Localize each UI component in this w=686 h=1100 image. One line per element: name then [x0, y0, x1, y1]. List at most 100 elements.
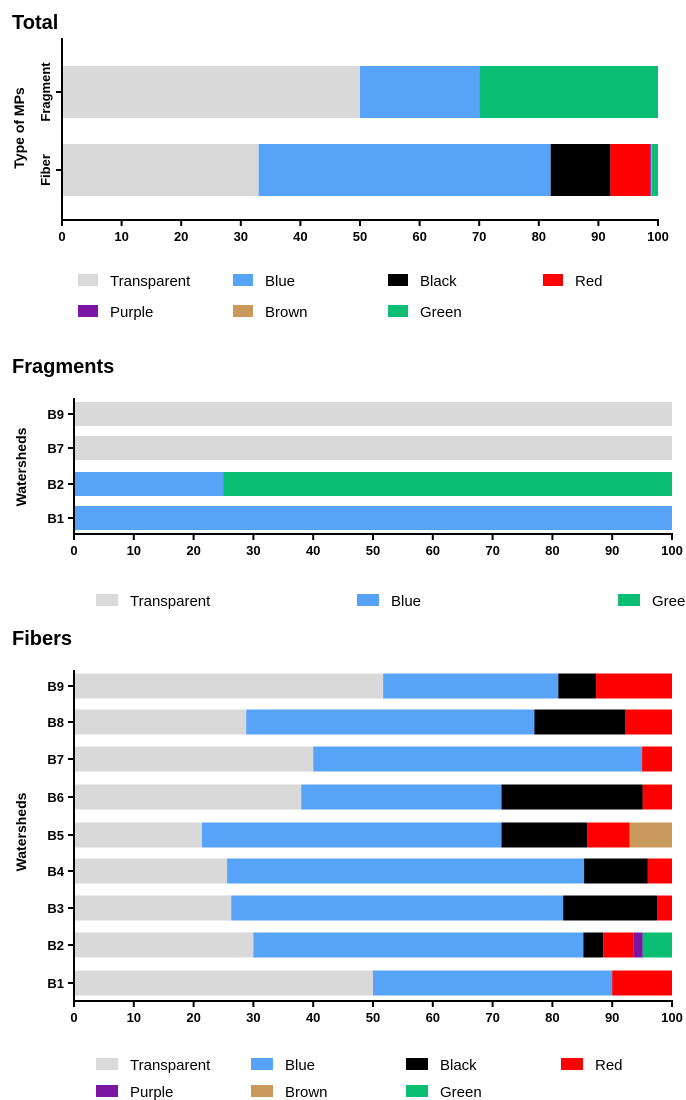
legend-swatch [96, 1058, 118, 1070]
x-tick-label: 30 [234, 229, 248, 244]
category-label-b1: B1 [47, 976, 64, 991]
legend-swatch [543, 274, 563, 286]
legend-label: Transparent [130, 1057, 211, 1074]
bar-b8-red [625, 709, 672, 735]
legend-item-purple: Purple [78, 304, 153, 321]
x-tick-label: 60 [426, 1010, 440, 1025]
legend-swatch [233, 305, 253, 317]
bar-b5-brown [629, 822, 672, 848]
bar-b1-red [612, 970, 672, 996]
legend-label: Purple [110, 304, 153, 321]
bar-b2-blue [253, 932, 584, 958]
x-tick-label: 0 [70, 1010, 77, 1025]
legend-swatch [357, 594, 379, 606]
bar-b2-black [583, 932, 604, 958]
bar-fragment-blue [360, 66, 480, 118]
bar-b4-black [584, 858, 648, 884]
bar-fragment-transparent [62, 66, 360, 118]
bar-b5-transparent [74, 822, 202, 848]
category-label-fiber: Fiber [38, 154, 53, 186]
bar-b6-black [501, 784, 643, 810]
category-label-b6: B6 [47, 790, 64, 805]
bar-fiber-purple [649, 144, 651, 196]
y-axis-label: Watersheds [13, 427, 29, 506]
legend-item-red: Red [561, 1057, 623, 1074]
legend-item-blue: Blue [357, 593, 421, 610]
category-label-b2: B2 [47, 477, 64, 492]
x-tick-label: 70 [485, 1010, 499, 1025]
legend-swatch [96, 594, 118, 606]
bar-b9-transparent [74, 402, 672, 426]
legend-item-brown: Brown [233, 304, 308, 321]
bar-b4-transparent [74, 858, 228, 884]
x-tick-label: 0 [58, 229, 65, 244]
bar-b6-blue [301, 784, 502, 810]
category-label-fragment: Fragment [38, 62, 53, 122]
legend-item-green: Green [618, 593, 686, 610]
bar-b4-red [647, 858, 672, 884]
legend-swatch [406, 1085, 428, 1097]
chart-title: Fibers [12, 628, 72, 650]
x-tick-label: 10 [127, 1010, 141, 1025]
category-label-b2: B2 [47, 938, 64, 953]
x-tick-label: 80 [545, 543, 559, 558]
x-tick-label: 70 [485, 543, 499, 558]
legend-item-green: Green [406, 1084, 482, 1100]
x-tick-label: 90 [605, 543, 619, 558]
legend-swatch [251, 1058, 273, 1070]
x-tick-label: 50 [366, 1010, 380, 1025]
bar-b9-transparent [74, 673, 384, 699]
legend-label: Transparent [130, 593, 211, 610]
bar-b2-green [642, 932, 672, 958]
category-label-b4: B4 [47, 864, 64, 879]
bar-b7-blue [313, 746, 643, 772]
legend-item-black: Black [406, 1057, 477, 1074]
x-tick-label: 60 [426, 543, 440, 558]
legend-label: Red [595, 1057, 623, 1074]
bar-b7-red [642, 746, 672, 772]
x-tick-label: 30 [246, 543, 260, 558]
legend-label: Brown [265, 304, 308, 321]
bar-b7-transparent [74, 436, 672, 460]
bar-b2-red [603, 932, 634, 958]
x-tick-label: 80 [532, 229, 546, 244]
legend-swatch [388, 305, 408, 317]
chart-title: Fragments [12, 356, 114, 378]
legend-label: Blue [391, 593, 421, 610]
legend-label: Green [420, 304, 462, 321]
category-label-b9: B9 [47, 407, 64, 422]
category-label-b7: B7 [47, 752, 64, 767]
bar-b9-red [596, 673, 672, 699]
bar-b1-transparent [74, 970, 373, 996]
bar-fiber-brown [650, 144, 653, 196]
legend-item-transparent: Transparent [96, 593, 211, 610]
legend-label: Black [420, 273, 457, 290]
y-axis-label: Watersheds [13, 792, 29, 871]
category-label-b7: B7 [47, 441, 64, 456]
bar-b2-purple [633, 932, 643, 958]
category-label-b1: B1 [47, 511, 64, 526]
legend-swatch [96, 1085, 118, 1097]
legend-swatch [78, 305, 98, 317]
legend-item-transparent: Transparent [96, 1057, 211, 1074]
bar-fiber-blue [258, 144, 551, 196]
legend-swatch [561, 1058, 583, 1070]
legend-item-brown: Brown [251, 1084, 328, 1100]
legend-swatch [78, 274, 98, 286]
x-tick-label: 60 [412, 229, 426, 244]
x-tick-label: 10 [114, 229, 128, 244]
category-label-b3: B3 [47, 901, 64, 916]
legend-label: Red [575, 273, 603, 290]
category-label-b5: B5 [47, 828, 64, 843]
bar-fiber-green [652, 144, 658, 196]
bar-b3-red [657, 895, 672, 921]
x-tick-label: 30 [246, 1010, 260, 1025]
fragments-chart: Fragments 0 10 20 30 40 50 60 70 80 90 100 B9 B7 B2 B1 W… [12, 356, 686, 610]
x-tick-label: 70 [472, 229, 486, 244]
bar-b3-blue [231, 895, 564, 921]
legend-swatch [406, 1058, 428, 1070]
x-tick-label: 0 [70, 543, 77, 558]
bar-b9-blue [383, 673, 559, 699]
x-tick-label: 50 [366, 543, 380, 558]
bar-b5-black [501, 822, 588, 848]
